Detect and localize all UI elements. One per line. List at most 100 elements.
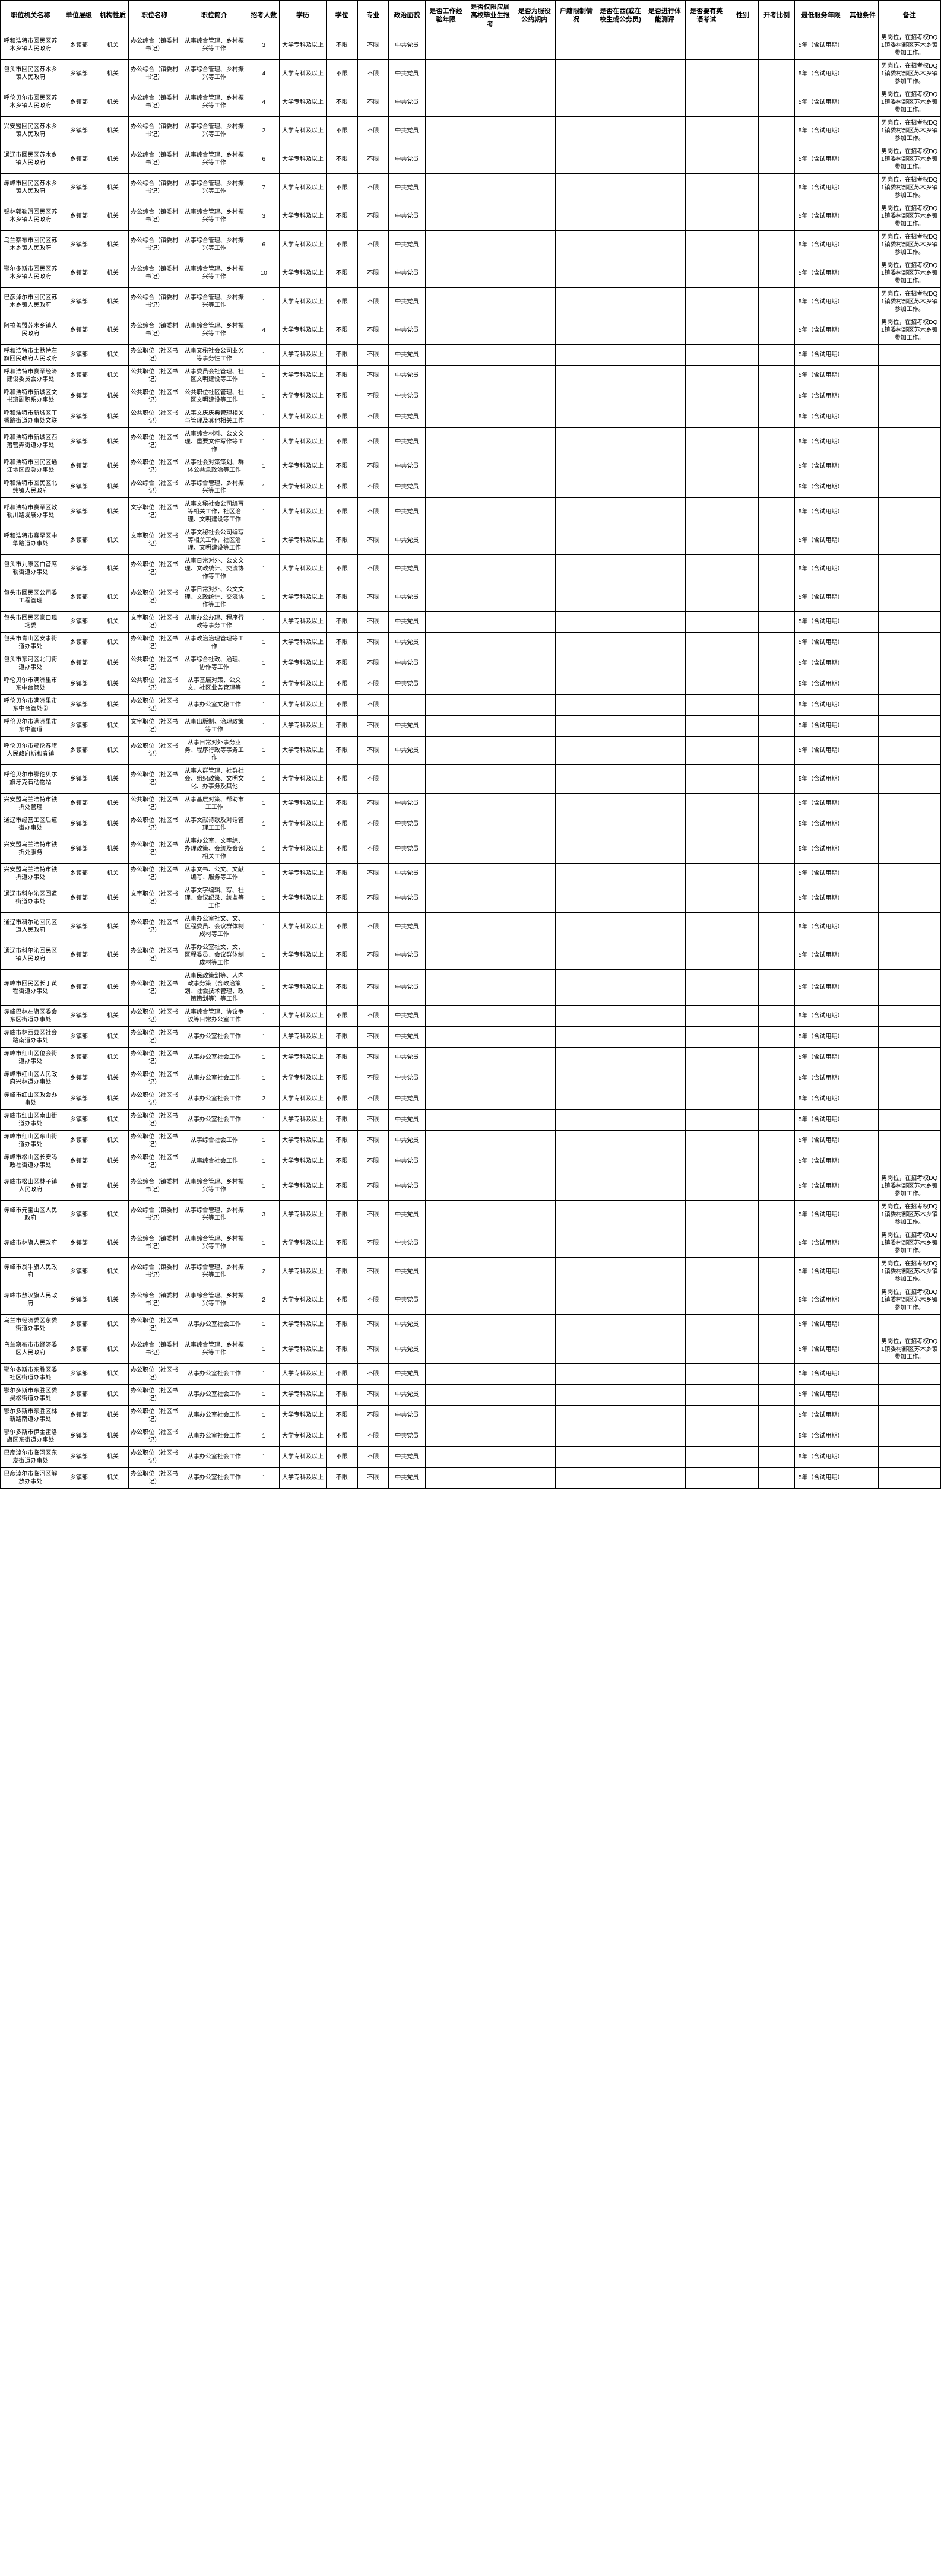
table-cell: 大学专科及以上 (280, 1467, 327, 1488)
table-cell (727, 715, 759, 736)
table-cell (847, 863, 878, 884)
table-cell (555, 1257, 597, 1286)
table-cell (686, 1257, 727, 1286)
table-cell (425, 814, 467, 835)
column-header: 职位机关名称 (1, 1, 61, 31)
table-cell: 中共党员 (389, 344, 425, 365)
table-cell (878, 1405, 940, 1426)
table-cell: 中共党员 (389, 59, 425, 88)
table-cell (727, 1286, 759, 1314)
table-cell (514, 526, 555, 554)
table-cell: 中共党员 (389, 941, 425, 969)
table-cell (644, 1200, 685, 1229)
table-cell (727, 736, 759, 764)
table-cell (727, 611, 759, 632)
table-cell: 不限 (326, 1405, 357, 1426)
column-header: 政治面貌 (389, 1, 425, 31)
table-cell (555, 969, 597, 1005)
column-header: 职位简介 (180, 1, 248, 31)
table-cell: 赤峰市松山区林子镇人民政府 (1, 1172, 61, 1200)
table-cell: 5年（含试用期） (795, 365, 847, 386)
table-cell (686, 287, 727, 316)
table-cell: 不限 (326, 88, 357, 116)
table-cell: 不限 (357, 814, 389, 835)
table-cell: 办公职位（社区书记） (128, 814, 180, 835)
table-cell (878, 1151, 940, 1172)
table-cell: 机关 (97, 764, 129, 793)
table-cell (644, 1005, 685, 1026)
table-cell: 不限 (326, 1200, 357, 1229)
table-cell (425, 230, 467, 259)
table-cell (514, 674, 555, 694)
table-cell (758, 1384, 794, 1405)
table-cell: 中共党员 (389, 497, 425, 526)
table-row: 赤峰市松山区长安吗政社街道办事处乡镇部机关办公职位（社区书记）从事综合社会工作1… (1, 1151, 941, 1172)
table-cell (467, 1257, 514, 1286)
table-cell (597, 554, 644, 583)
table-cell (467, 365, 514, 386)
table-cell: 大学专科及以上 (280, 1426, 327, 1446)
table-cell: 5年（含试用期） (795, 316, 847, 344)
table-cell: 文字职位（社区书记） (128, 497, 180, 526)
table-cell (555, 941, 597, 969)
table-cell (514, 814, 555, 835)
table-cell (758, 912, 794, 941)
table-cell: 5年（含试用期） (795, 259, 847, 287)
table-cell: 不限 (326, 674, 357, 694)
table-cell: 不限 (326, 884, 357, 912)
table-cell: 乡镇部 (61, 1426, 97, 1446)
table-cell (597, 1068, 644, 1089)
table-cell: 不限 (357, 583, 389, 611)
table-cell (597, 407, 644, 427)
table-cell (758, 386, 794, 407)
table-cell (727, 1172, 759, 1200)
table-cell (555, 88, 597, 116)
table-cell (555, 1335, 597, 1363)
table-cell: 机关 (97, 632, 129, 653)
table-cell (597, 59, 644, 88)
table-cell: 办公职位（社区书记） (128, 1426, 180, 1446)
table-row: 通辽市科尔沁回民区道人民政府乡镇部机关办公职位（社区书记）从事办公室社文、文、区… (1, 912, 941, 941)
table-cell: 办公职位（社区书记） (128, 1005, 180, 1026)
table-cell: 不限 (357, 1446, 389, 1467)
table-cell: 办公综合（镇委村书记） (128, 145, 180, 173)
table-cell: 乡镇部 (61, 835, 97, 863)
table-cell: 大学专科及以上 (280, 59, 327, 88)
table-cell: 5年（含试用期） (795, 969, 847, 1005)
table-cell: 1 (248, 736, 280, 764)
table-cell (878, 344, 940, 365)
table-cell: 赤峰市松山区长安吗政社街道办事处 (1, 1151, 61, 1172)
table-cell: 从事综合管理、乡村振兴等工作 (180, 1257, 248, 1286)
table-cell: 1 (248, 863, 280, 884)
table-cell: 不限 (357, 497, 389, 526)
table-cell: 5年（含试用期） (795, 1426, 847, 1446)
table-cell (686, 632, 727, 653)
table-row: 包头市回民区豪口现场委乡镇部机关文字职位（社区书记）从事办公办理、程序行政等事务… (1, 611, 941, 632)
table-cell (644, 1405, 685, 1426)
table-cell (514, 173, 555, 202)
table-cell: 赤峰市翁牛旗人民政府 (1, 1257, 61, 1286)
table-row: 呼伦贝尔市满洲里市东中台管处②乡镇部机关办公职位（社区书记）从事办公室文秘工作1… (1, 694, 941, 715)
table-cell: 不限 (357, 941, 389, 969)
table-cell: 中共党员 (389, 1109, 425, 1130)
table-cell (644, 259, 685, 287)
table-cell (514, 1172, 555, 1200)
table-cell (514, 884, 555, 912)
table-cell (847, 259, 878, 287)
table-row: 包头市东河区北门街道办事处乡镇部机关公共职位（社区书记）从事综合社政、治理、协作… (1, 653, 941, 674)
table-cell (425, 173, 467, 202)
table-cell (644, 526, 685, 554)
table-cell: 男岗位，在招考权DQ1镇委村部区苏木乡镇参加工作。 (878, 173, 940, 202)
table-cell: 4 (248, 59, 280, 88)
table-cell: 办公职位（社区书记） (128, 1109, 180, 1130)
column-header: 是否仅限应届高校毕业生报考 (467, 1, 514, 31)
table-row: 呼伦贝尔市鄂伦春旗人民政府斯和春镇乡镇部机关办公职位（社区书记）从事日常对外事务… (1, 736, 941, 764)
table-cell: 从事综合管理、乡村振兴等工作 (180, 1200, 248, 1229)
table-cell (514, 497, 555, 526)
table-cell (727, 316, 759, 344)
table-cell (425, 1229, 467, 1257)
table-cell (555, 1151, 597, 1172)
table-cell: 机关 (97, 1384, 129, 1405)
table-cell (847, 1426, 878, 1446)
table-cell: 乡镇部 (61, 1026, 97, 1047)
